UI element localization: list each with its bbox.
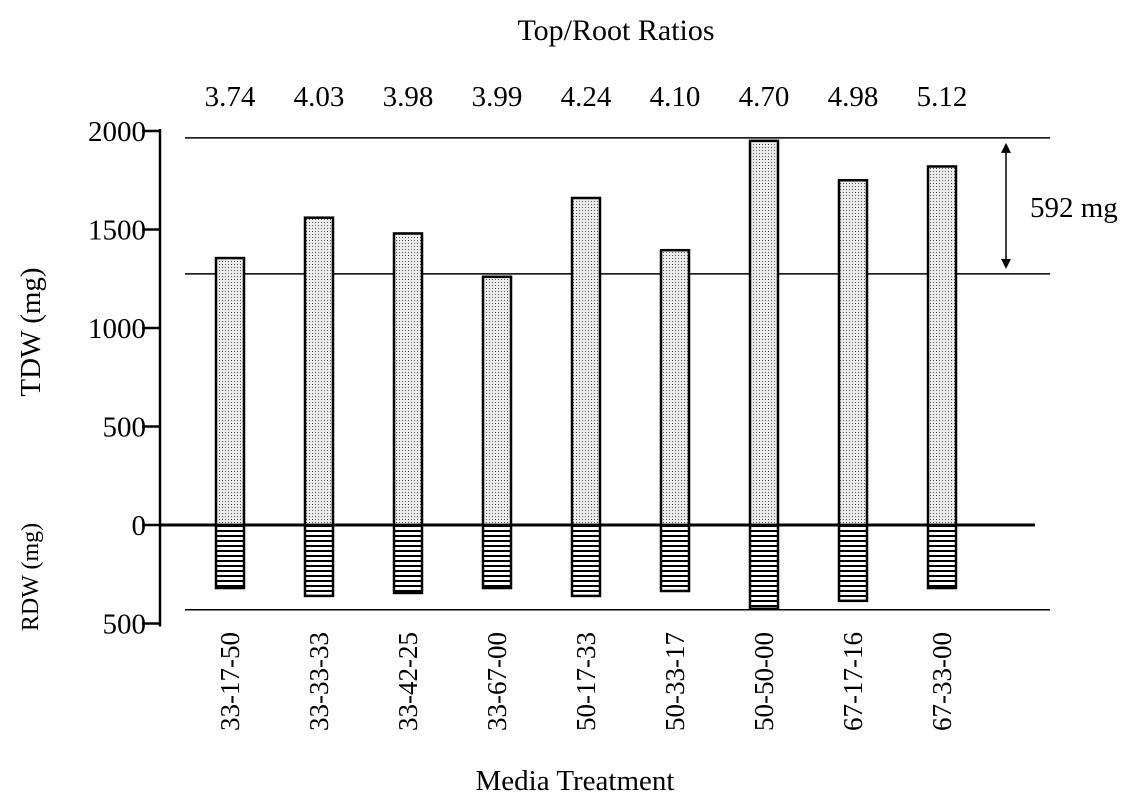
x-category-labels: 33-17-50 33-33-33 33-42-25 33-67-00 50-17-33… [215, 632, 957, 731]
y-tick-label: 1500 [88, 215, 146, 247]
chart-title: Top/Root Ratios [517, 14, 714, 47]
rdw-bar [659, 523, 691, 593]
tdw-bar [659, 248, 691, 527]
rdw-bar [748, 523, 780, 610]
category-label: 50-17-33 [571, 632, 601, 731]
y-axis-lower-title: RDW (mg) [18, 523, 44, 631]
category-label: 33-42-25 [393, 632, 423, 731]
category-label: 67-33-00 [927, 632, 957, 731]
reference-lines [160, 137, 1050, 611]
ratio-label: 3.98 [383, 81, 434, 113]
category-label: 33-67-00 [482, 632, 512, 731]
ratio-label: 3.99 [472, 81, 523, 113]
ratio-label: 4.03 [294, 81, 345, 113]
tdw-bar [570, 196, 602, 527]
rdw-bar [392, 523, 424, 595]
ratio-label: 5.12 [917, 81, 968, 113]
category-label: 50-33-17 [660, 632, 690, 731]
rdw-bar [303, 523, 335, 598]
tdw-bar [837, 179, 869, 527]
category-label: 33-33-33 [304, 632, 334, 731]
x-axis-title: Media Treatment [476, 765, 675, 793]
difference-label: 592 mg [1030, 192, 1118, 224]
y-tick-label: 0 [132, 510, 147, 542]
y-tick-label: 500 [103, 412, 147, 444]
y-tick-label: 1000 [88, 313, 146, 345]
difference-annotation: 592 mg [1001, 142, 1118, 269]
rdw-bar [837, 523, 869, 603]
category-label: 67-17-16 [838, 632, 868, 731]
tdw-bar [481, 275, 513, 527]
tdw-bar [748, 139, 780, 527]
tdw-bar [214, 256, 246, 527]
rdw-bar [926, 523, 958, 590]
rdw-bar [214, 523, 246, 590]
y-axis-title: TDW (mg) [15, 267, 47, 396]
ratio-label: 4.10 [650, 81, 701, 113]
category-label: 33-17-50 [215, 632, 245, 731]
rdw-bar [481, 523, 513, 590]
y-axis [142, 129, 162, 627]
y-tick-label: 2000 [88, 116, 146, 148]
ratio-label: 4.98 [828, 81, 879, 113]
y-tick-labels: 2000 1500 1000 500 0 500 [88, 116, 146, 641]
tdw-bar [303, 216, 335, 527]
category-label: 50-50-00 [749, 632, 779, 731]
tdw-bar [926, 165, 958, 527]
ratio-label: 4.24 [561, 81, 612, 113]
bars [214, 139, 958, 610]
tdw-bar [392, 232, 424, 527]
top-root-ratios: 3.74 4.03 3.98 3.99 4.24 4.10 4.70 4.98 5.12 [205, 81, 968, 113]
y-tick-label: 500 [103, 609, 147, 641]
rdw-bar [570, 523, 602, 598]
ratio-label: 4.70 [739, 81, 790, 113]
ratio-label: 3.74 [205, 81, 256, 113]
